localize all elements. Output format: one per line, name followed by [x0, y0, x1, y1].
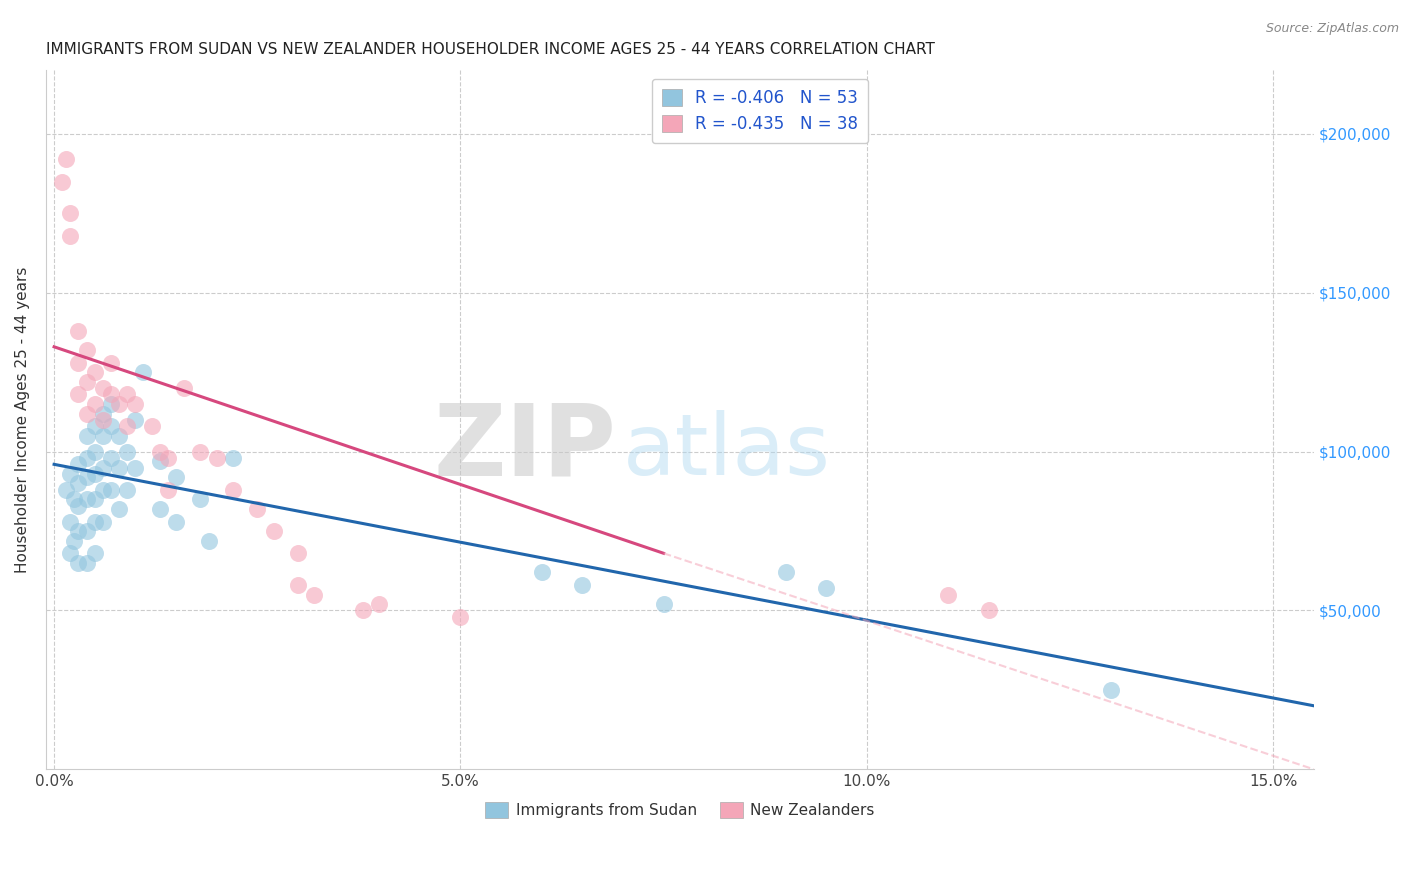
Point — [51, 175, 73, 189]
Point — [83, 397, 105, 411]
Point — [67, 524, 90, 538]
Point — [91, 483, 114, 497]
Point — [67, 556, 90, 570]
Point — [222, 483, 245, 497]
Point — [352, 603, 374, 617]
Point — [368, 597, 391, 611]
Text: atlas: atlas — [623, 409, 831, 492]
Point — [165, 470, 187, 484]
Point — [287, 578, 309, 592]
Point — [149, 454, 172, 468]
Point — [63, 492, 86, 507]
Point — [76, 524, 98, 538]
Point — [124, 460, 146, 475]
Point — [100, 483, 122, 497]
Point — [83, 444, 105, 458]
Text: Source: ZipAtlas.com: Source: ZipAtlas.com — [1265, 22, 1399, 36]
Point — [571, 578, 593, 592]
Point — [83, 419, 105, 434]
Point — [59, 515, 82, 529]
Point — [190, 492, 212, 507]
Point — [83, 492, 105, 507]
Point — [59, 467, 82, 481]
Point — [100, 419, 122, 434]
Point — [76, 492, 98, 507]
Text: ZIP: ZIP — [433, 400, 616, 496]
Point — [115, 444, 138, 458]
Point — [222, 450, 245, 465]
Point — [67, 387, 90, 401]
Point — [91, 429, 114, 443]
Point — [149, 444, 172, 458]
Point — [67, 458, 90, 472]
Point — [100, 356, 122, 370]
Point — [91, 381, 114, 395]
Point — [83, 515, 105, 529]
Point — [132, 365, 155, 379]
Point — [205, 450, 228, 465]
Point — [100, 397, 122, 411]
Point — [124, 413, 146, 427]
Point — [165, 515, 187, 529]
Point — [302, 588, 325, 602]
Point — [91, 407, 114, 421]
Point — [59, 206, 82, 220]
Point — [156, 450, 179, 465]
Point — [55, 483, 77, 497]
Text: IMMIGRANTS FROM SUDAN VS NEW ZEALANDER HOUSEHOLDER INCOME AGES 25 - 44 YEARS COR: IMMIGRANTS FROM SUDAN VS NEW ZEALANDER H… — [46, 42, 935, 57]
Point — [115, 387, 138, 401]
Point — [76, 556, 98, 570]
Y-axis label: Householder Income Ages 25 - 44 years: Householder Income Ages 25 - 44 years — [15, 267, 30, 573]
Point — [530, 566, 553, 580]
Point — [115, 483, 138, 497]
Point — [246, 501, 269, 516]
Point — [287, 546, 309, 560]
Point — [76, 470, 98, 484]
Point — [977, 603, 1000, 617]
Legend: Immigrants from Sudan, New Zealanders: Immigrants from Sudan, New Zealanders — [479, 797, 880, 824]
Point — [173, 381, 195, 395]
Point — [124, 397, 146, 411]
Point — [83, 546, 105, 560]
Point — [775, 566, 797, 580]
Point — [1099, 682, 1122, 697]
Point — [115, 419, 138, 434]
Point — [652, 597, 675, 611]
Point — [83, 365, 105, 379]
Point — [76, 375, 98, 389]
Point — [67, 476, 90, 491]
Point — [815, 581, 838, 595]
Point — [76, 450, 98, 465]
Point — [55, 153, 77, 167]
Point — [449, 610, 471, 624]
Point — [100, 387, 122, 401]
Point — [108, 397, 131, 411]
Point — [59, 228, 82, 243]
Point — [100, 450, 122, 465]
Point — [67, 499, 90, 513]
Point — [76, 407, 98, 421]
Point — [83, 467, 105, 481]
Point — [108, 460, 131, 475]
Point — [141, 419, 163, 434]
Point — [59, 546, 82, 560]
Point — [76, 343, 98, 357]
Point — [91, 413, 114, 427]
Point — [91, 515, 114, 529]
Point — [936, 588, 959, 602]
Point — [197, 533, 219, 548]
Point — [263, 524, 285, 538]
Point — [67, 356, 90, 370]
Point — [67, 324, 90, 338]
Point — [190, 444, 212, 458]
Point — [108, 501, 131, 516]
Point — [149, 501, 172, 516]
Point — [63, 533, 86, 548]
Point — [156, 483, 179, 497]
Point — [108, 429, 131, 443]
Point — [76, 429, 98, 443]
Point — [91, 460, 114, 475]
